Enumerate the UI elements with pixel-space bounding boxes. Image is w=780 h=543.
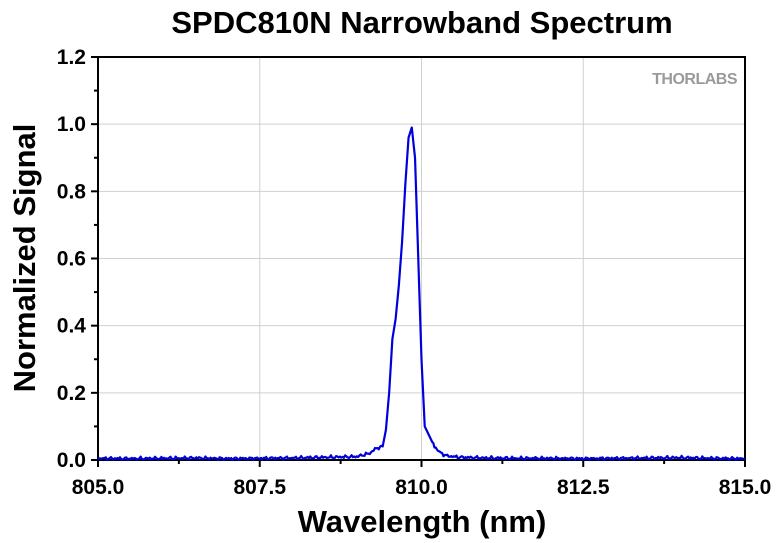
thorlabs-logo: THORLABS bbox=[641, 68, 741, 90]
y-tick-label: 0.4 bbox=[57, 315, 87, 338]
y-tick-label: 1.0 bbox=[57, 113, 86, 136]
y-tick-label: 0.6 bbox=[57, 248, 86, 271]
x-axis-label: Wavelength (nm) bbox=[298, 504, 547, 539]
y-tick-label: 0.0 bbox=[57, 449, 86, 472]
y-tick-label: 0.8 bbox=[57, 180, 87, 203]
x-tick-label: 812.5 bbox=[557, 476, 610, 499]
y-axis-label: Normalized Signal bbox=[7, 124, 42, 393]
axis-ticks bbox=[91, 56, 746, 467]
grid-lines bbox=[98, 57, 745, 460]
y-tick-label: 1.2 bbox=[57, 46, 86, 69]
y-tick-label: 0.2 bbox=[57, 382, 86, 405]
watermark-text: THORLABS bbox=[652, 71, 738, 88]
x-tick-label: 815.0 bbox=[719, 476, 772, 499]
series-line bbox=[97, 126, 746, 462]
x-tick-label: 805.0 bbox=[72, 476, 125, 499]
x-tick-label: 807.5 bbox=[233, 476, 286, 499]
x-tick-label: 810.0 bbox=[395, 476, 448, 499]
chart-title: SPDC810N Narrowband Spectrum bbox=[171, 5, 672, 40]
